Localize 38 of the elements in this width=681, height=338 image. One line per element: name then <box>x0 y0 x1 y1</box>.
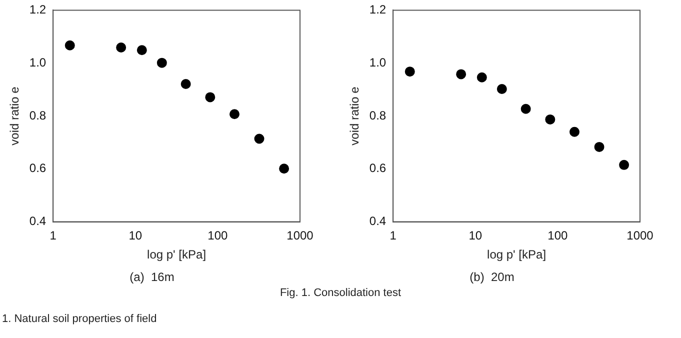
text: (b) 20m <box>470 270 514 284</box>
y-tick-label: 0.8 <box>29 108 46 122</box>
point <box>569 126 580 137</box>
y-tick-label: 0.4 <box>29 214 46 228</box>
point <box>279 164 290 174</box>
point <box>229 109 240 120</box>
x-tick-label: 1 <box>390 228 397 242</box>
x-tick-label: 100 <box>208 228 228 242</box>
y-axis-title: void ratio e <box>348 86 362 146</box>
point <box>205 92 216 102</box>
x-axis-title: log p' [kPa] <box>147 248 206 262</box>
point <box>254 134 264 144</box>
y-tick-label: 0.8 <box>369 108 386 122</box>
x-tick-label: 100 <box>548 228 568 242</box>
x-tick-label: 1000 <box>626 228 654 242</box>
y-tick-label: 0.4 <box>369 214 386 228</box>
text: 1. Natural soil properties of field <box>2 313 158 325</box>
point <box>520 104 531 114</box>
point <box>496 84 507 94</box>
y-tick-label: 0.6 <box>29 161 46 176</box>
point <box>594 142 604 152</box>
y-tick-label: 0.6 <box>369 161 386 176</box>
x-tick-label: 1000 <box>286 228 314 242</box>
text: (a) 16m <box>130 270 174 284</box>
x-tick-label: 10 <box>468 228 482 242</box>
y-tick-label: 1.2 <box>29 2 46 17</box>
point <box>545 114 556 124</box>
x-axis-title: log p' [kPa] <box>487 248 546 262</box>
y-tick-label: 1.0 <box>29 55 46 70</box>
point <box>180 78 191 89</box>
x-tick-label: 1 <box>50 228 57 242</box>
point <box>156 58 167 68</box>
x-tick-label: 10 <box>128 228 142 242</box>
caption: Fig. 1. Consolidation test <box>278 287 402 299</box>
y-tick-label: 1.0 <box>369 55 386 70</box>
y-axis-title: void ratio e <box>8 86 22 146</box>
y-tick-label: 1.2 <box>369 2 386 17</box>
point <box>619 160 630 170</box>
